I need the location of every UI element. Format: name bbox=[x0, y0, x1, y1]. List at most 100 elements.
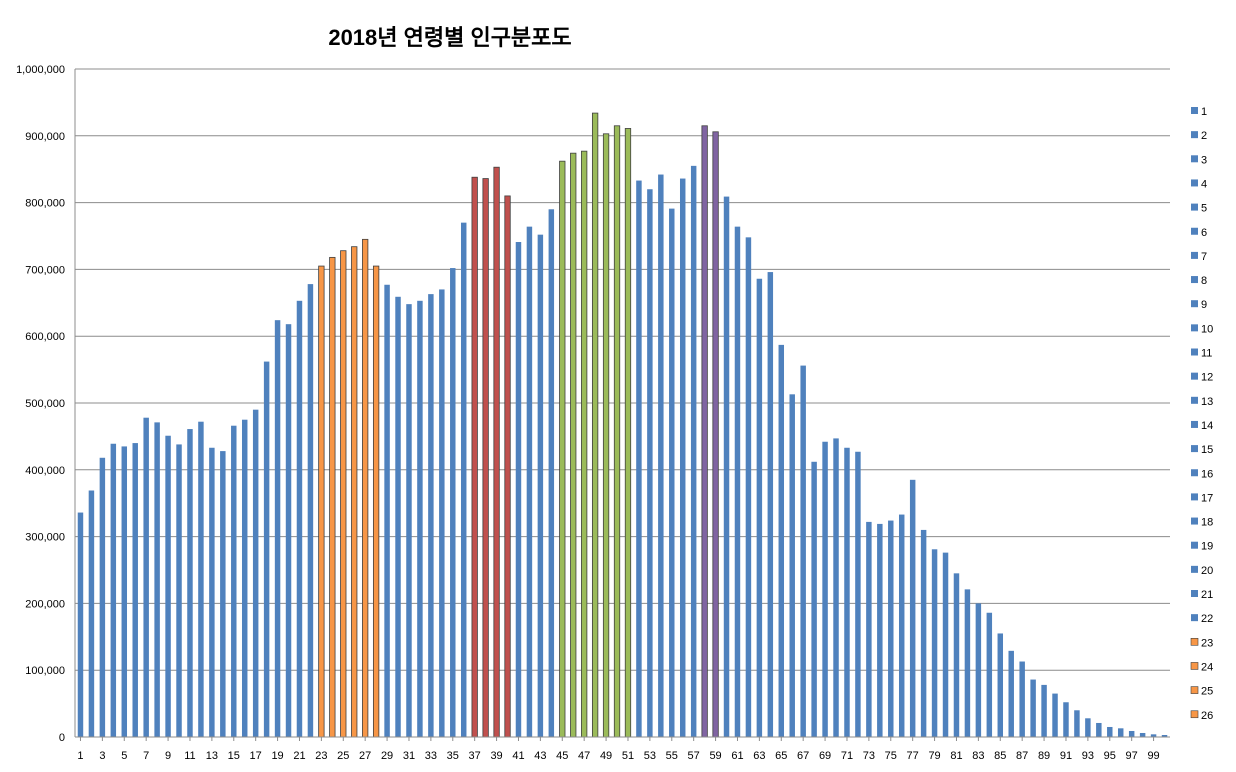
bar-age-98 bbox=[1139, 732, 1146, 737]
x-tick-label: 99 bbox=[1147, 750, 1159, 762]
bar-age-94 bbox=[1096, 722, 1102, 737]
bar-age-80 bbox=[942, 552, 949, 737]
legend-label: 5 bbox=[1201, 203, 1207, 215]
x-tick-label: 43 bbox=[534, 750, 546, 762]
x-tick-label: 61 bbox=[731, 750, 743, 762]
bar-age-56 bbox=[679, 178, 686, 738]
x-tick-label: 51 bbox=[622, 750, 634, 762]
bar-age-36 bbox=[460, 222, 467, 737]
x-tick-label: 5 bbox=[121, 750, 127, 762]
bar-age-95 bbox=[1107, 726, 1113, 737]
legend-label: 19 bbox=[1201, 541, 1213, 553]
bars bbox=[77, 112, 1168, 738]
legend-swatch bbox=[1191, 251, 1198, 259]
y-tick-label: 300,000 bbox=[25, 532, 65, 544]
legend-swatch bbox=[1191, 227, 1198, 235]
legend-swatch bbox=[1190, 710, 1199, 719]
bar-age-82 bbox=[964, 589, 971, 737]
x-tick-label: 89 bbox=[1038, 750, 1050, 762]
legend-label: 15 bbox=[1201, 444, 1213, 456]
legend-swatch bbox=[1191, 372, 1198, 380]
bar-age-9 bbox=[165, 435, 171, 737]
bar-age-17 bbox=[252, 409, 259, 737]
x-tick-label: 97 bbox=[1126, 750, 1138, 762]
bar-age-34 bbox=[439, 289, 445, 737]
x-tick-label: 95 bbox=[1104, 750, 1116, 762]
legend-label: 12 bbox=[1201, 372, 1213, 384]
bar-age-39 bbox=[493, 166, 500, 738]
y-tick-label: 400,000 bbox=[25, 465, 65, 477]
bar-age-75 bbox=[888, 520, 894, 737]
bar-age-69 bbox=[822, 441, 828, 737]
x-tick-label: 57 bbox=[688, 750, 700, 762]
bar-age-67 bbox=[800, 365, 806, 737]
x-tick-label: 35 bbox=[447, 750, 459, 762]
bar-age-38 bbox=[482, 178, 489, 738]
bar-age-81 bbox=[953, 573, 960, 737]
bar-age-18 bbox=[263, 361, 270, 737]
bar-age-29 bbox=[384, 284, 390, 737]
bar-age-20 bbox=[285, 324, 292, 737]
x-tick-label: 81 bbox=[950, 750, 962, 762]
bar-age-58 bbox=[701, 125, 708, 738]
x-tick-label: 11 bbox=[184, 750, 195, 762]
bar-age-31 bbox=[406, 304, 412, 737]
bar-age-92 bbox=[1074, 710, 1080, 737]
bar-age-54 bbox=[658, 174, 664, 738]
x-tick-label: 83 bbox=[972, 750, 984, 762]
legend-label: 13 bbox=[1201, 396, 1213, 408]
x-tick-label: 13 bbox=[206, 750, 218, 762]
bar-age-32 bbox=[417, 300, 423, 737]
bar-age-96 bbox=[1117, 728, 1124, 737]
y-tick-label: 900,000 bbox=[25, 131, 65, 143]
x-tick-label: 93 bbox=[1082, 750, 1094, 762]
x-tick-label: 91 bbox=[1060, 750, 1072, 762]
bar-age-71 bbox=[844, 447, 850, 737]
x-tick-label: 37 bbox=[469, 750, 481, 762]
legend-label: 2 bbox=[1201, 130, 1207, 142]
bar-age-45 bbox=[559, 160, 566, 738]
bar-age-16 bbox=[241, 419, 248, 737]
bar-age-88 bbox=[1030, 679, 1036, 737]
bar-age-89 bbox=[1041, 684, 1047, 737]
x-tick-label: 41 bbox=[512, 750, 524, 762]
bar-age-100 bbox=[1161, 735, 1168, 737]
bar-age-13 bbox=[209, 447, 215, 737]
y-axis-ticks: 0 100,000 200,000 300,000 400,000 500,000 600,… bbox=[16, 64, 65, 744]
legend-label: 7 bbox=[1201, 251, 1207, 263]
bar-age-50 bbox=[613, 125, 621, 738]
y-tick-label: 600,000 bbox=[25, 331, 65, 343]
bar-age-7 bbox=[143, 417, 149, 737]
bar-age-77 bbox=[909, 479, 916, 737]
x-tick-label: 59 bbox=[709, 750, 721, 762]
legend-swatch bbox=[1191, 590, 1198, 597]
x-tick-label: 71 bbox=[841, 750, 853, 762]
bar-age-27 bbox=[362, 238, 369, 738]
x-tick-label: 9 bbox=[165, 750, 171, 762]
x-tick-label: 77 bbox=[907, 750, 919, 762]
bar-age-41 bbox=[515, 242, 522, 737]
legend-swatch bbox=[1191, 155, 1198, 163]
legend-swatch bbox=[1191, 445, 1198, 453]
x-tick-label: 3 bbox=[99, 750, 105, 762]
bar-age-26 bbox=[351, 246, 358, 738]
bar-age-40 bbox=[504, 195, 511, 738]
x-tick-label: 65 bbox=[775, 750, 787, 762]
bar-age-68 bbox=[811, 461, 817, 737]
y-tick-label: 1,000,000 bbox=[16, 64, 65, 76]
legend-label: 3 bbox=[1201, 154, 1207, 166]
bar-age-90 bbox=[1052, 693, 1058, 737]
bar-age-23 bbox=[318, 265, 325, 738]
bar-age-73 bbox=[866, 521, 872, 737]
x-tick-label: 53 bbox=[644, 750, 656, 762]
bar-age-6 bbox=[132, 443, 138, 737]
bar-age-15 bbox=[231, 425, 237, 737]
x-tick-label: 29 bbox=[381, 750, 393, 762]
x-tick-label: 21 bbox=[293, 750, 305, 762]
bar-age-97 bbox=[1128, 730, 1135, 737]
gridlines bbox=[75, 68, 1170, 671]
legend-label: 16 bbox=[1201, 468, 1213, 480]
legend-swatch bbox=[1191, 493, 1198, 501]
bar-age-43 bbox=[537, 234, 544, 737]
